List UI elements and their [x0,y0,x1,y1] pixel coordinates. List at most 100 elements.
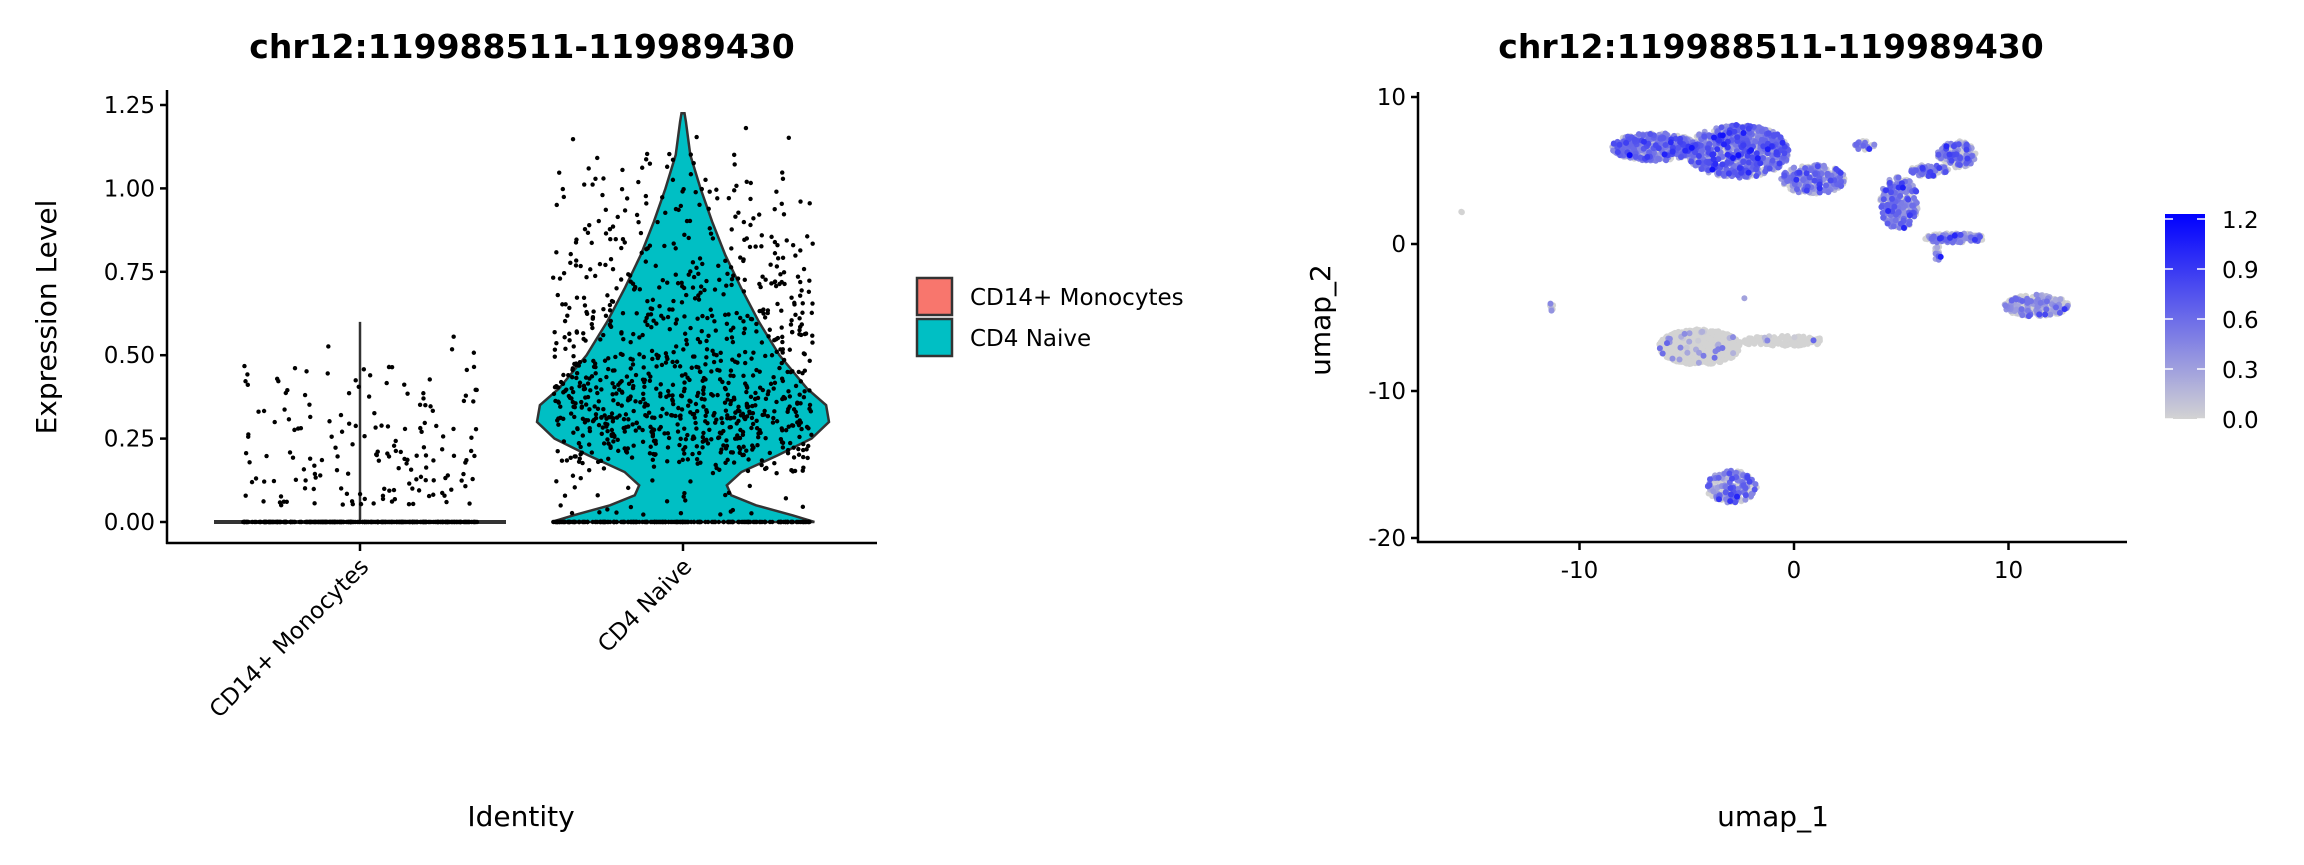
data-point [607,302,613,308]
data-point [745,468,751,474]
data-point [670,393,675,398]
data-point [789,423,795,428]
data-point [373,425,378,430]
data-point [630,362,636,367]
data-point [637,425,642,430]
data-point [787,404,792,409]
data-point [682,426,687,431]
data-point [591,358,596,364]
cell-point [1547,300,1554,307]
data-point [757,428,762,433]
data-point [753,390,758,396]
data-point [763,353,768,359]
data-point [664,411,669,416]
legend-key-cd4-naive [915,317,954,358]
data-point [578,444,583,450]
data-point [618,351,624,357]
data-point [688,152,693,157]
data-point [624,374,630,379]
data-point [741,319,746,324]
data-point [699,186,705,192]
data-point [797,332,802,337]
data-point [748,316,754,322]
data-point [668,519,674,525]
data-point [568,411,574,416]
data-point [713,328,718,333]
data-point [673,272,678,277]
data-point [586,166,591,171]
data-point [595,493,600,498]
data-point [652,415,657,421]
cell-point [1752,481,1759,488]
data-point [794,413,800,419]
data-point [789,318,794,323]
data-point [738,255,743,260]
data-point [569,510,575,516]
data-point [797,293,803,298]
cell-point [1666,335,1673,342]
violin-legend: CD14+ Monocytes CD4 Naive [915,276,1184,358]
violin-y-label: Expression Level [30,200,63,435]
data-point [276,379,281,384]
data-point [574,371,580,376]
data-point [694,456,700,462]
data-point [380,493,386,499]
data-point [693,420,698,426]
data-point [350,501,355,507]
data-point [633,372,639,378]
data-point [659,313,664,319]
data-point [579,405,584,410]
data-point [684,337,689,343]
data-point [802,389,807,394]
data-point [243,493,248,498]
data-point [675,281,681,286]
data-point [726,312,731,317]
data-point [665,280,670,285]
data-point [677,364,683,369]
data-point [577,359,583,365]
data-point [386,364,392,370]
data-point [605,293,610,298]
data-point [362,519,367,525]
data-point [457,519,463,525]
cell-point [1659,336,1666,343]
data-point [293,477,299,482]
data-point [419,429,424,435]
data-point [801,441,806,447]
data-point [604,374,609,380]
data-point [346,421,352,426]
data-point [644,151,650,157]
data-point [732,188,737,193]
data-point [570,389,576,395]
data-point [551,391,557,397]
data-point [588,388,593,393]
data-point [718,350,723,356]
data-point [463,484,468,489]
data-point [721,443,726,448]
data-point [474,387,479,393]
data-point [410,501,416,507]
data-point [603,262,608,268]
data-point [648,306,653,311]
data-point [801,266,807,272]
data-point [702,287,707,293]
data-point [366,394,372,399]
data-point [810,333,815,338]
data-point [787,394,793,399]
data-point [673,344,679,349]
data-point [762,408,767,414]
data-point [563,346,568,352]
data-point [261,408,267,414]
data-point [681,347,686,352]
data-point [639,250,644,255]
data-point [712,319,717,324]
data-point [741,330,747,336]
data-point [641,391,646,396]
data-point [623,412,629,417]
data-point [690,451,695,457]
data-point [693,401,699,407]
data-point [780,170,785,175]
data-point [308,414,313,420]
data-point [728,328,734,333]
data-point [362,496,367,502]
